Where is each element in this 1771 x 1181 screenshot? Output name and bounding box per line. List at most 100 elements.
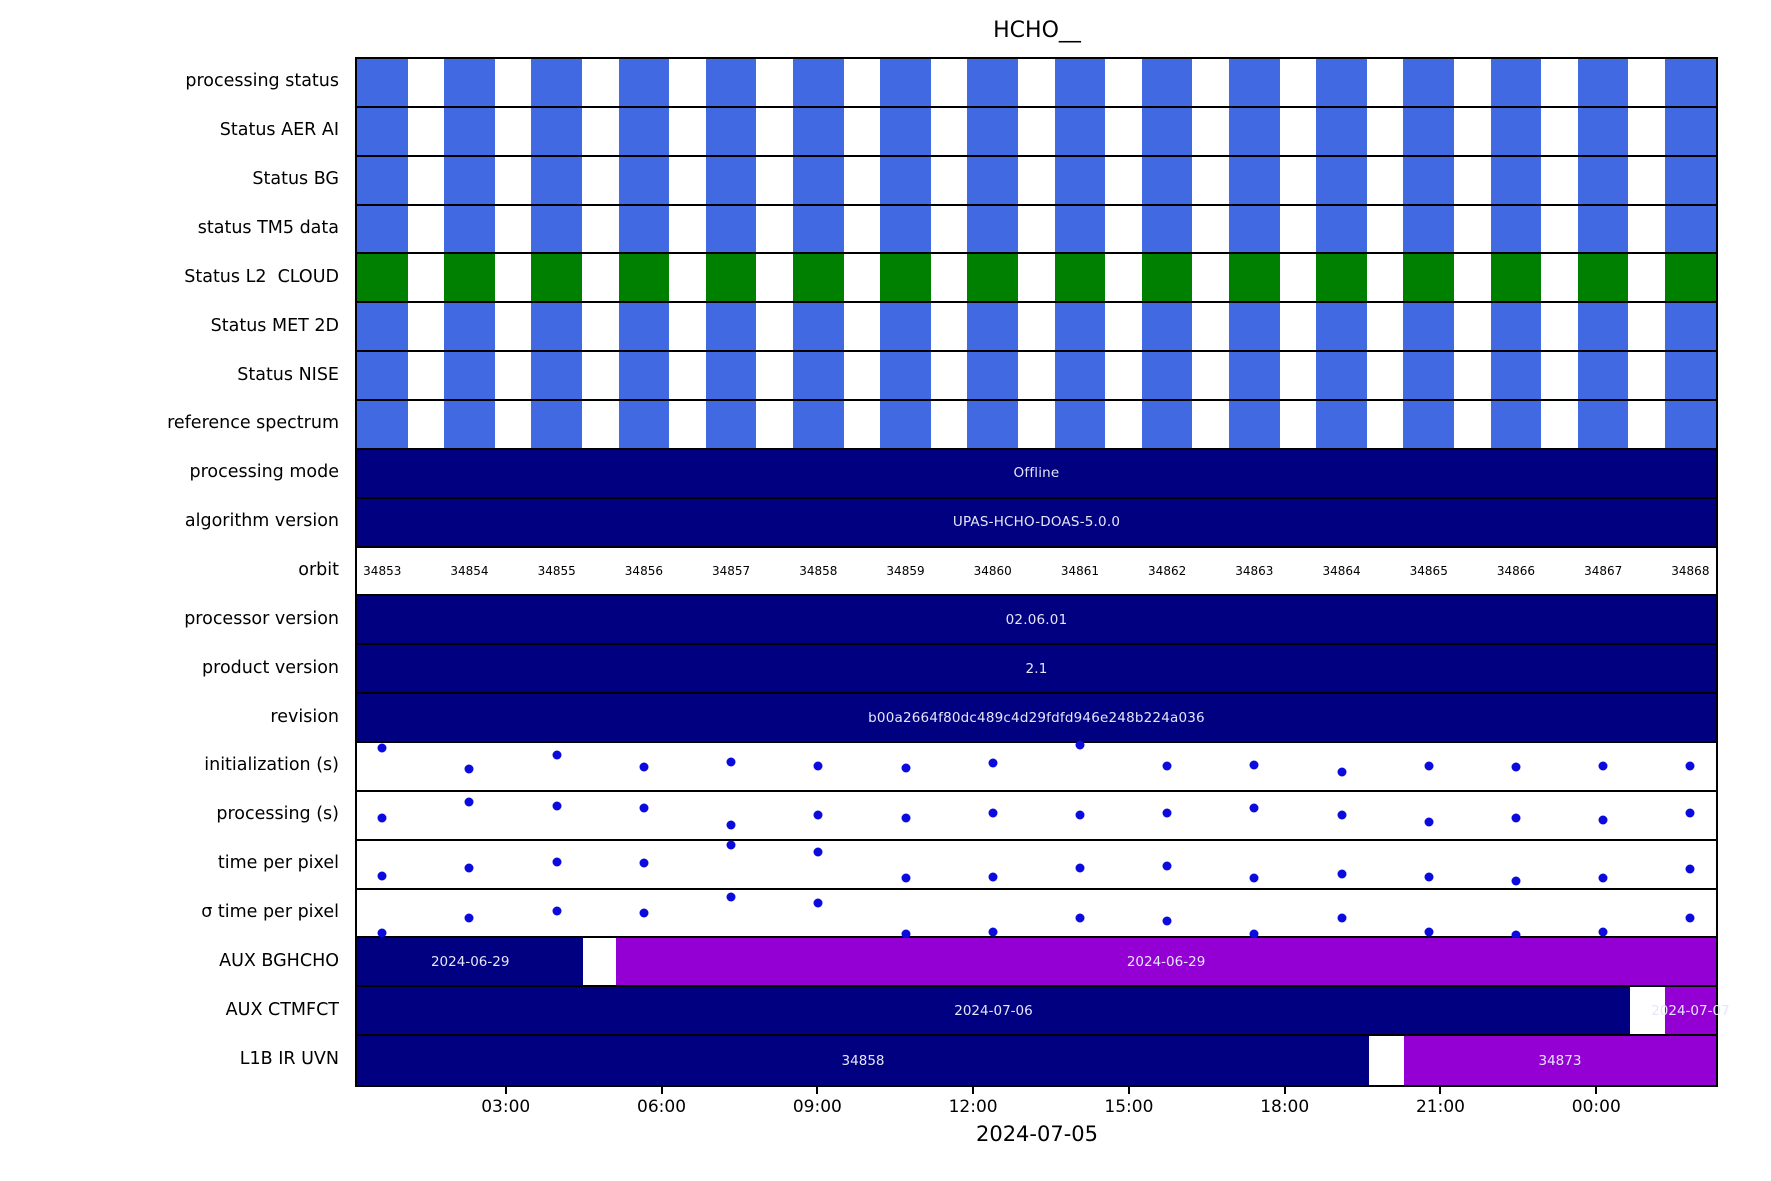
scatter-point	[552, 801, 562, 811]
segment-label: 2024-06-29	[1126, 953, 1206, 970]
segment-label: 34858	[841, 1052, 885, 1069]
scatter-point	[1162, 808, 1172, 818]
orbit-status-bar	[1054, 352, 1106, 399]
orbit-status-bar	[793, 352, 844, 399]
orbit-status-bar	[880, 156, 931, 204]
scatter-point	[552, 906, 562, 916]
row-label-processor-version: processor version	[184, 608, 339, 629]
orbit-status-bar	[705, 59, 757, 106]
orbit-status-bar	[705, 352, 757, 399]
row-label-aux-ctmfct: AUX CTMFCT	[225, 999, 339, 1020]
row-status-bg	[357, 156, 1716, 206]
row-label-status-l2-cloud: Status L2 CLOUD	[184, 266, 339, 287]
orbit-status-bar	[531, 107, 582, 155]
scatter-point	[1337, 767, 1347, 777]
row-label-revision: revision	[270, 706, 339, 727]
row-label-status-tm5-data: status TM5 data	[197, 217, 339, 238]
scatter-point	[639, 762, 649, 772]
orbit-status-bar	[793, 156, 844, 204]
timeline-segment	[583, 938, 617, 986]
orbit-status-bar	[793, 205, 844, 253]
value-label-revision: b00a2664f80dc489c4d29fdfd946e248b224a036	[868, 709, 1205, 726]
orbit-status-bar	[531, 59, 582, 106]
timeline-segment: 2024-06-29	[357, 938, 584, 986]
orbit-status-bar	[967, 254, 1018, 302]
orbit-status-bar	[618, 205, 670, 253]
value-label-processor-version: 02.06.01	[1005, 611, 1068, 628]
orbit-number: 34855	[537, 563, 576, 578]
scatter-point	[377, 743, 387, 753]
row-reference-spectrum	[357, 401, 1716, 450]
scatter-point	[1511, 762, 1521, 772]
orbit-status-bar	[444, 303, 495, 351]
orbit-status-bar	[1403, 205, 1455, 253]
orbit-number: 34860	[973, 563, 1012, 578]
orbit-status-bar	[618, 303, 670, 351]
scatter-point	[1075, 863, 1085, 873]
orbit-status-bar	[967, 59, 1018, 106]
scatter-point	[901, 873, 911, 883]
orbit-status-bar	[1141, 107, 1193, 155]
row-label-status-bg: Status BG	[252, 169, 339, 190]
row-l1b-ir-uvn: 34858 34873	[357, 1036, 1716, 1085]
row-status-met-2d	[357, 303, 1716, 353]
row-label-processing-s: processing (s)	[216, 804, 339, 825]
x-tick-label: 00:00	[1571, 1097, 1621, 1117]
orbit-status-bar	[444, 205, 495, 253]
orbit-status-bar	[1141, 205, 1193, 253]
orbit-status-bar	[618, 156, 670, 204]
scatter-point	[1337, 913, 1347, 923]
orbit-status-bar	[531, 352, 582, 399]
orbit-status-bar	[1229, 401, 1280, 448]
orbit-status-bar	[967, 205, 1018, 253]
orbit-status-bar	[880, 254, 931, 302]
scatter-point	[1685, 808, 1695, 818]
orbit-status-bar	[1490, 156, 1542, 204]
orbit-number: 34865	[1409, 563, 1448, 578]
orbit-status-bar	[1665, 205, 1716, 253]
scatter-point	[1685, 864, 1695, 874]
orbit-number: 34862	[1148, 563, 1187, 578]
orbit-status-bar	[1054, 401, 1106, 448]
orbit-status-bar	[1229, 254, 1280, 302]
orbit-status-bar	[357, 156, 408, 204]
row-label-processing-mode: processing mode	[189, 462, 339, 483]
scatter-point	[901, 813, 911, 823]
row-sigma-time-per-pixel	[357, 890, 1716, 940]
scatter-point	[1424, 927, 1434, 937]
row-orbit: 34853 34854 34855 34856 34857 34858 34859 34860…	[357, 548, 1716, 597]
orbit-status-bar	[1054, 303, 1106, 351]
orbit-status-bar	[1316, 303, 1367, 351]
scatter-point	[813, 761, 823, 770]
orbit-status-bar	[1403, 254, 1455, 302]
row-label-status-aer-ai: Status AER AI	[219, 120, 339, 141]
orbit-number: 34853	[363, 563, 402, 578]
orbit-status-bar	[1490, 107, 1542, 155]
orbit-status-bar	[967, 303, 1018, 351]
orbit-status-bar	[357, 205, 408, 253]
orbit-status-bar	[1054, 254, 1106, 302]
orbit-status-bar	[531, 303, 582, 351]
orbit-status-bar	[1665, 254, 1716, 302]
scatter-point	[1598, 761, 1608, 771]
orbit-status-bar	[1229, 156, 1280, 204]
scatter-point	[1424, 817, 1434, 827]
orbit-status-bar	[1665, 303, 1716, 351]
row-product-version: 2.1	[357, 645, 1716, 695]
row-label-initialization-s: initialization (s)	[204, 755, 339, 776]
row-label-l1b-ir-uvn: L1B IR UVN	[239, 1048, 339, 1069]
scatter-point	[1162, 861, 1172, 871]
orbit-status-bar	[444, 107, 495, 155]
orbit-status-bar	[1490, 401, 1542, 448]
scatter-point	[1337, 869, 1347, 878]
orbit-number: 34866	[1496, 563, 1536, 578]
timeline-segment: 2024-07-07	[1651, 987, 1730, 1035]
orbit-status-bar	[618, 352, 670, 399]
orbit-status-bar	[880, 59, 931, 106]
orbit-status-bar	[1403, 401, 1455, 448]
orbit-status-bar	[793, 303, 844, 351]
orbit-status-bar	[1577, 59, 1629, 106]
timeline-segment: 2024-06-29	[616, 938, 1716, 986]
scatter-point	[377, 871, 387, 881]
orbit-number: 34856	[624, 563, 663, 578]
